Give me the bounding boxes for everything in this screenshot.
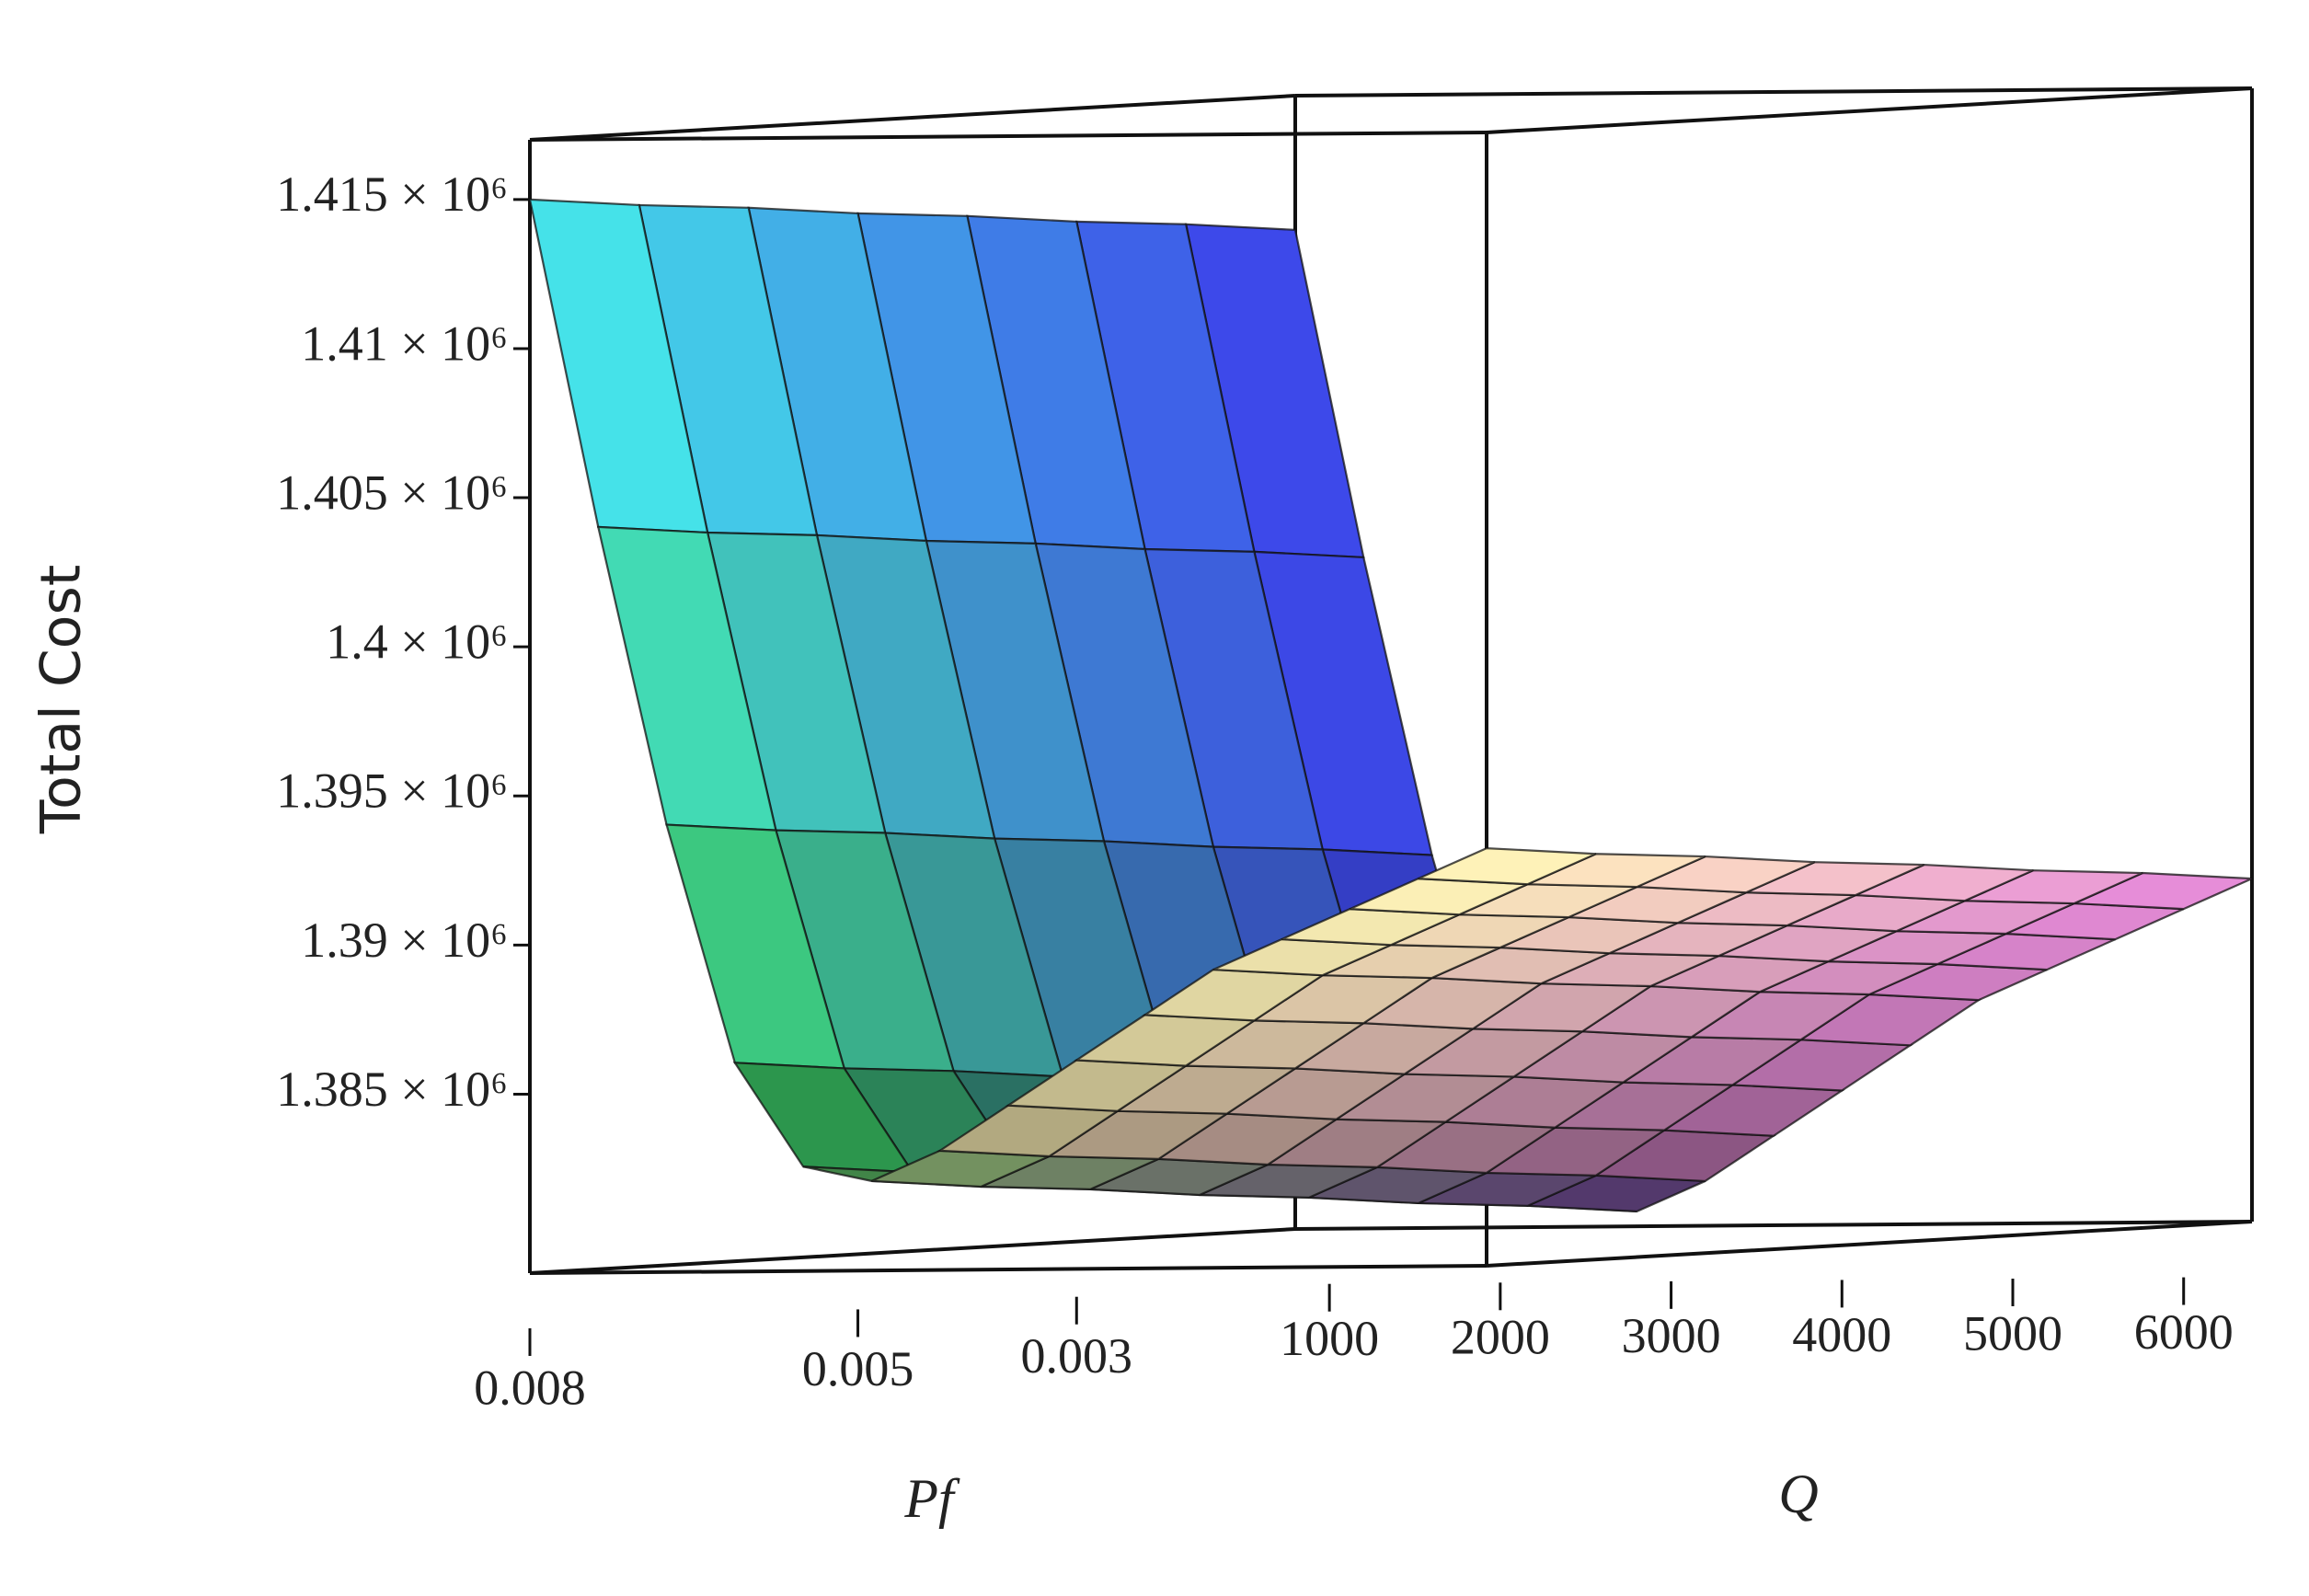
z-tick-label: 1.39 × 10⁶: [301, 913, 508, 968]
z-tick-label: 1.395 × 10⁶: [276, 764, 508, 819]
y-tick-label: 5000: [1963, 1305, 2062, 1361]
box-edge: [529, 94, 1296, 142]
box-edge: [529, 131, 1488, 142]
y-tick-label: 3000: [1622, 1308, 1721, 1363]
x-tick-label: 0.005: [802, 1341, 914, 1396]
box-edge: [1294, 1220, 2253, 1231]
x-axis-label: Pf: [903, 1468, 960, 1529]
z-tick-label: 1.385 × 10⁶: [276, 1062, 508, 1117]
x-tick-label: 0.003: [1021, 1328, 1133, 1384]
z-tick-label: 1.415 × 10⁶: [276, 166, 508, 222]
box-edge: [1486, 1220, 2253, 1268]
y-tick-label: 2000: [1451, 1310, 1550, 1365]
y-tick-label: 1000: [1280, 1311, 1379, 1366]
y-axis-label: Q: [1778, 1464, 1818, 1524]
surface-patch: [1418, 846, 1597, 886]
box-edge: [529, 1264, 1488, 1275]
box-edge: [529, 1227, 1296, 1275]
y-tick-label: 4000: [1792, 1307, 1891, 1362]
z-tick-label: 1.4 × 10⁶: [326, 614, 508, 670]
z-tick-label: 1.405 × 10⁶: [276, 465, 508, 520]
z-tick-label: 1.41 × 10⁶: [301, 316, 508, 371]
y-tick-label: 6000: [2134, 1304, 2234, 1360]
box-edge: [1486, 86, 2253, 134]
z-axis-label: Total Cost: [29, 565, 94, 835]
x-tick-label: 0.008: [474, 1360, 586, 1415]
box-edge: [1294, 86, 2253, 98]
